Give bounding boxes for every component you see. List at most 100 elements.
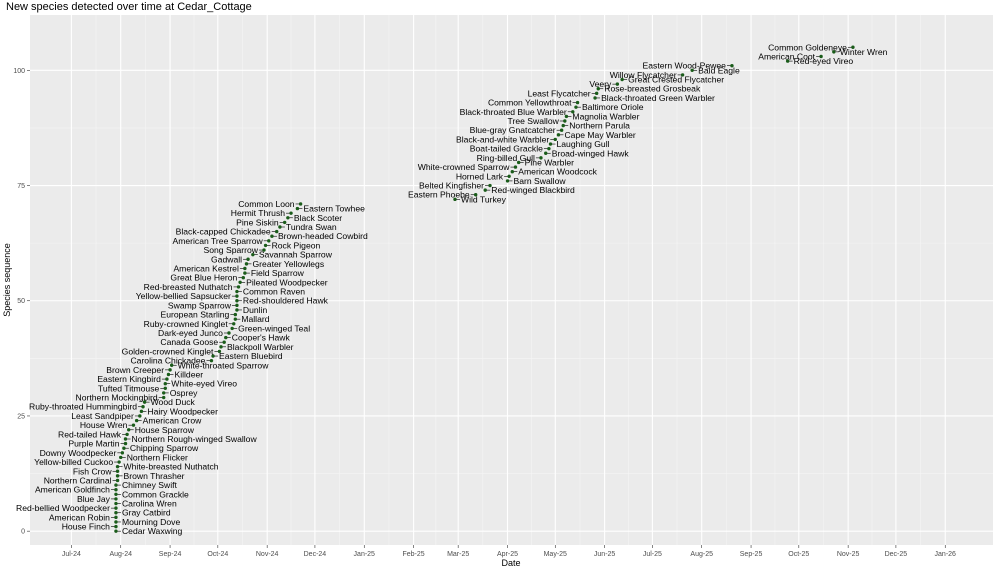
- point-label: Northern Flicker: [127, 452, 188, 462]
- data-point: [547, 146, 551, 151]
- point-label: Eastern Towhee: [303, 204, 365, 214]
- point-label: Gray Catbird: [122, 508, 171, 518]
- axes: 0 25 50 75 100 Jul-24 Aug-24 Sep-24 Oct-24 Nov-24…: [13, 68, 956, 558]
- data-point: [235, 308, 239, 312]
- data-point: [235, 289, 239, 294]
- data-point: [544, 151, 548, 155]
- data-point: [563, 119, 567, 123]
- point-label: Northern Rough-winged Swallow: [132, 434, 258, 444]
- point-label: Red-breasted Nuthatch: [144, 282, 233, 292]
- point-label: Mourning Dove: [122, 517, 180, 527]
- point-label: Cape May Warbler: [564, 130, 635, 140]
- y-tick-label: 75: [17, 183, 25, 190]
- x-tick-label: Sep-24: [159, 551, 182, 558]
- grid-lines: [30, 15, 993, 545]
- point-label: Horned Lark: [456, 171, 504, 181]
- data-point: [690, 68, 694, 73]
- data-point: [114, 524, 118, 529]
- point-label: Hairy Woodpecker: [147, 406, 218, 416]
- point-label: Blue-gray Gnatcatcher: [470, 125, 556, 135]
- y-tick-label: 50: [17, 298, 25, 305]
- data-point: [594, 91, 599, 96]
- point-label: Wood Duck: [151, 397, 196, 407]
- point-label: Magnolia Warbler: [572, 111, 639, 121]
- point-label: European Starling: [161, 310, 230, 320]
- data-point: [564, 114, 569, 119]
- data-point: [620, 77, 624, 82]
- point-label: Winter Wren: [840, 47, 888, 57]
- data-point: [233, 312, 238, 317]
- data-point: [162, 395, 166, 400]
- point-label: Osprey: [170, 388, 198, 398]
- data-point: [615, 82, 620, 86]
- point-label: White-breasted Nuthatch: [124, 462, 219, 472]
- data-point: [230, 326, 234, 331]
- point-label: Red-shouldered Hawk: [243, 296, 329, 306]
- data-point: [163, 386, 167, 391]
- y-tick-label: 0: [21, 529, 25, 536]
- data-point: [561, 123, 565, 128]
- data-point: [785, 59, 790, 63]
- data-point: [513, 165, 518, 169]
- point-label: Purple Martin: [68, 439, 119, 449]
- point-label: Laughing Gull: [556, 139, 609, 149]
- point-label: Field Sparrow: [251, 268, 305, 278]
- point-label: White-eyed Vireo: [171, 379, 237, 389]
- data-point: [832, 50, 836, 54]
- x-tick-label: Dec-25: [885, 551, 908, 558]
- data-point: [114, 529, 118, 533]
- x-tick-label: Jan-26: [935, 551, 957, 558]
- point-label: American Robin: [49, 512, 110, 522]
- x-tick-label: Nov-25: [837, 551, 860, 558]
- point-label: Killdeer: [174, 369, 203, 379]
- point-label: Pine Siskin: [236, 217, 279, 227]
- data-point: [235, 303, 239, 308]
- data-point: [235, 294, 239, 298]
- data-point: [553, 137, 557, 142]
- data-point: [819, 54, 823, 59]
- point-label: Least Flycatcher: [528, 88, 591, 98]
- data-point: [222, 340, 226, 344]
- data-point: [114, 497, 118, 501]
- point-label: Savannah Sparrow: [259, 250, 333, 260]
- data-point: [241, 275, 245, 280]
- point-label: Black-throated Blue Warbler: [460, 107, 567, 117]
- data-point: [289, 211, 293, 215]
- point-label: Mallard: [241, 314, 269, 324]
- data-point: [680, 73, 685, 77]
- point-label: Common Grackle: [122, 489, 189, 499]
- point-label: Northern Mockingbird: [76, 393, 158, 403]
- point-label: Ring-billed Gull: [477, 153, 535, 163]
- data-point: [282, 220, 287, 225]
- point-label: Willow Flycatcher: [610, 70, 677, 80]
- point-label: Cedar Waxwing: [122, 526, 183, 536]
- x-tick-label: Oct-24: [207, 551, 228, 558]
- data-point: [114, 501, 118, 506]
- data-point: [262, 248, 266, 252]
- data-point: [123, 437, 128, 441]
- point-label: Eastern Phoebe: [408, 190, 470, 200]
- point-label: Red-winged Blackbird: [491, 185, 575, 195]
- data-point: [556, 133, 561, 137]
- x-tick-label: Mar-25: [447, 551, 469, 558]
- x-tick-label: Oct-25: [788, 551, 809, 558]
- point-label: Veery: [589, 79, 612, 89]
- point-label: Tundra Swan: [286, 222, 337, 232]
- point-label: Common Loon: [238, 199, 295, 209]
- data-point: [115, 478, 120, 483]
- data-point: [574, 105, 578, 109]
- point-label: American Woodcock: [518, 167, 597, 177]
- data-point: [246, 257, 250, 261]
- x-tick-label: Apr-25: [497, 551, 518, 558]
- point-label: Northern Cardinal: [44, 475, 112, 485]
- point-label: Common Raven: [243, 287, 305, 297]
- data-point: [278, 225, 282, 229]
- data-point: [505, 179, 510, 183]
- point-label: Gadwall: [211, 254, 242, 264]
- data-point: [120, 451, 125, 455]
- data-point: [114, 483, 118, 487]
- point-label: Fish Crow: [73, 466, 112, 476]
- point-label: Song Sparrow: [204, 245, 259, 255]
- x-tick-label: May-25: [544, 551, 567, 558]
